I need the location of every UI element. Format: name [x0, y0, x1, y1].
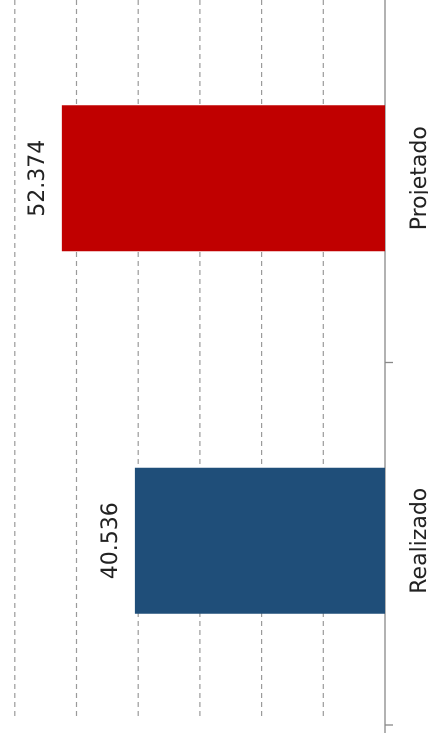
category-axis [384, 0, 393, 733]
bars [61, 105, 386, 614]
category-label: Projetado [407, 126, 428, 230]
data-label: 40.536 [98, 502, 123, 579]
bar-realizado [134, 467, 385, 614]
data-label: 52.374 [25, 140, 50, 217]
labels: 52.374 Projetado 40.536 Realizado [25, 126, 428, 594]
category-label: Realizado [407, 488, 428, 594]
bar-projetado [61, 105, 386, 252]
